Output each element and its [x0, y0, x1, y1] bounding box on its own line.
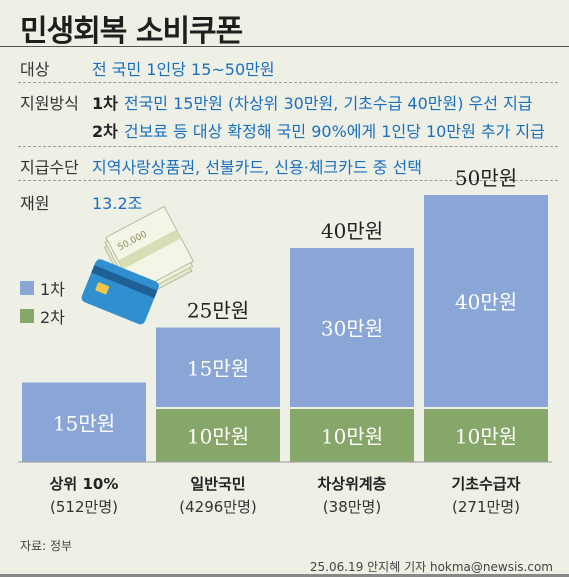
- category-label: 일반국민: [190, 475, 245, 493]
- bar-label-phase1: 15만원: [187, 356, 249, 380]
- category-label: 차상위계층: [317, 475, 386, 493]
- title-divider: [0, 46, 569, 47]
- credit-card: [81, 259, 159, 325]
- bar-total-label: 40만원: [321, 219, 383, 243]
- bar-phase1: [424, 195, 548, 407]
- bar-total-label: 50만원: [455, 166, 517, 190]
- category-note: (4296만명): [179, 498, 256, 516]
- phase1-line: 1차 전국민 15만원 (차상위 30만원, 기초수급 40만원) 우선 지급: [92, 90, 533, 114]
- bar-phase2: [290, 409, 414, 462]
- means-value: 지역사랑상품권, 선불카드, 신용·체크카드 중 선택: [92, 158, 423, 177]
- info-divider: [18, 146, 558, 147]
- info-divider: [18, 82, 558, 83]
- category-note: (271만명): [452, 498, 520, 516]
- target-value: 전 국민 1인당 15~50만원: [92, 60, 275, 79]
- means-label: 지급수단: [20, 158, 79, 177]
- card-money-illustration: 50,000: [81, 205, 194, 325]
- category-label: 기초수급자: [451, 475, 520, 493]
- legend-swatch-phase1: [20, 281, 34, 295]
- category-note: (38만명): [323, 498, 381, 516]
- phase2-line: 2차 건보료 등 대상 확정해 국민 90%에게 1인당 10만원 추가 지급: [92, 118, 545, 142]
- source-note: 자료: 정부: [20, 539, 73, 553]
- bar-label-phase1: 15만원: [53, 411, 115, 435]
- bar-phase1: [22, 382, 146, 462]
- bar-phase1: [290, 248, 414, 407]
- target-label: 대상: [20, 60, 50, 79]
- bar-label-phase2: 10만원: [187, 425, 249, 449]
- legend-label-phase1: 1차: [40, 280, 65, 299]
- legend-swatch-phase2: [20, 309, 34, 323]
- bottom-bar: [0, 574, 569, 577]
- legend-phase1: 1차: [20, 276, 65, 300]
- bar-total-label: 25만원: [187, 299, 249, 323]
- budget-label: 재원: [20, 194, 50, 213]
- bar-phase2: [424, 409, 548, 462]
- category-label: 상위 10%: [50, 475, 119, 493]
- bar-label-phase1: 30만원: [321, 317, 383, 341]
- phase1-tag: 1차: [92, 94, 118, 113]
- legend-phase2: 2차: [20, 304, 65, 328]
- phase2-tag: 2차: [92, 122, 118, 141]
- legend-label-phase2: 2차: [40, 308, 65, 327]
- bar-label-phase2: 10만원: [455, 425, 517, 449]
- info-divider: [18, 180, 558, 181]
- bar-phase2: [156, 409, 280, 462]
- credit-note: 25.06.19 안지혜 기자 hokma@newsis.com: [309, 560, 553, 574]
- page-title: 민생회복 소비쿠폰: [20, 14, 243, 49]
- phase2-text: 건보료 등 대상 확정해 국민 90%에게 1인당 10만원 추가 지급: [123, 122, 545, 141]
- bar-label-phase2: 10만원: [321, 425, 383, 449]
- bar-phase1: [156, 327, 280, 407]
- category-note: (512만명): [50, 498, 118, 516]
- phase1-text: 전국민 15만원 (차상위 30만원, 기초수급 40만원) 우선 지급: [123, 94, 533, 113]
- bar-label-phase1: 40만원: [455, 290, 517, 314]
- method-label: 지원방식: [20, 94, 79, 113]
- budget-value: 13.2조: [92, 194, 143, 213]
